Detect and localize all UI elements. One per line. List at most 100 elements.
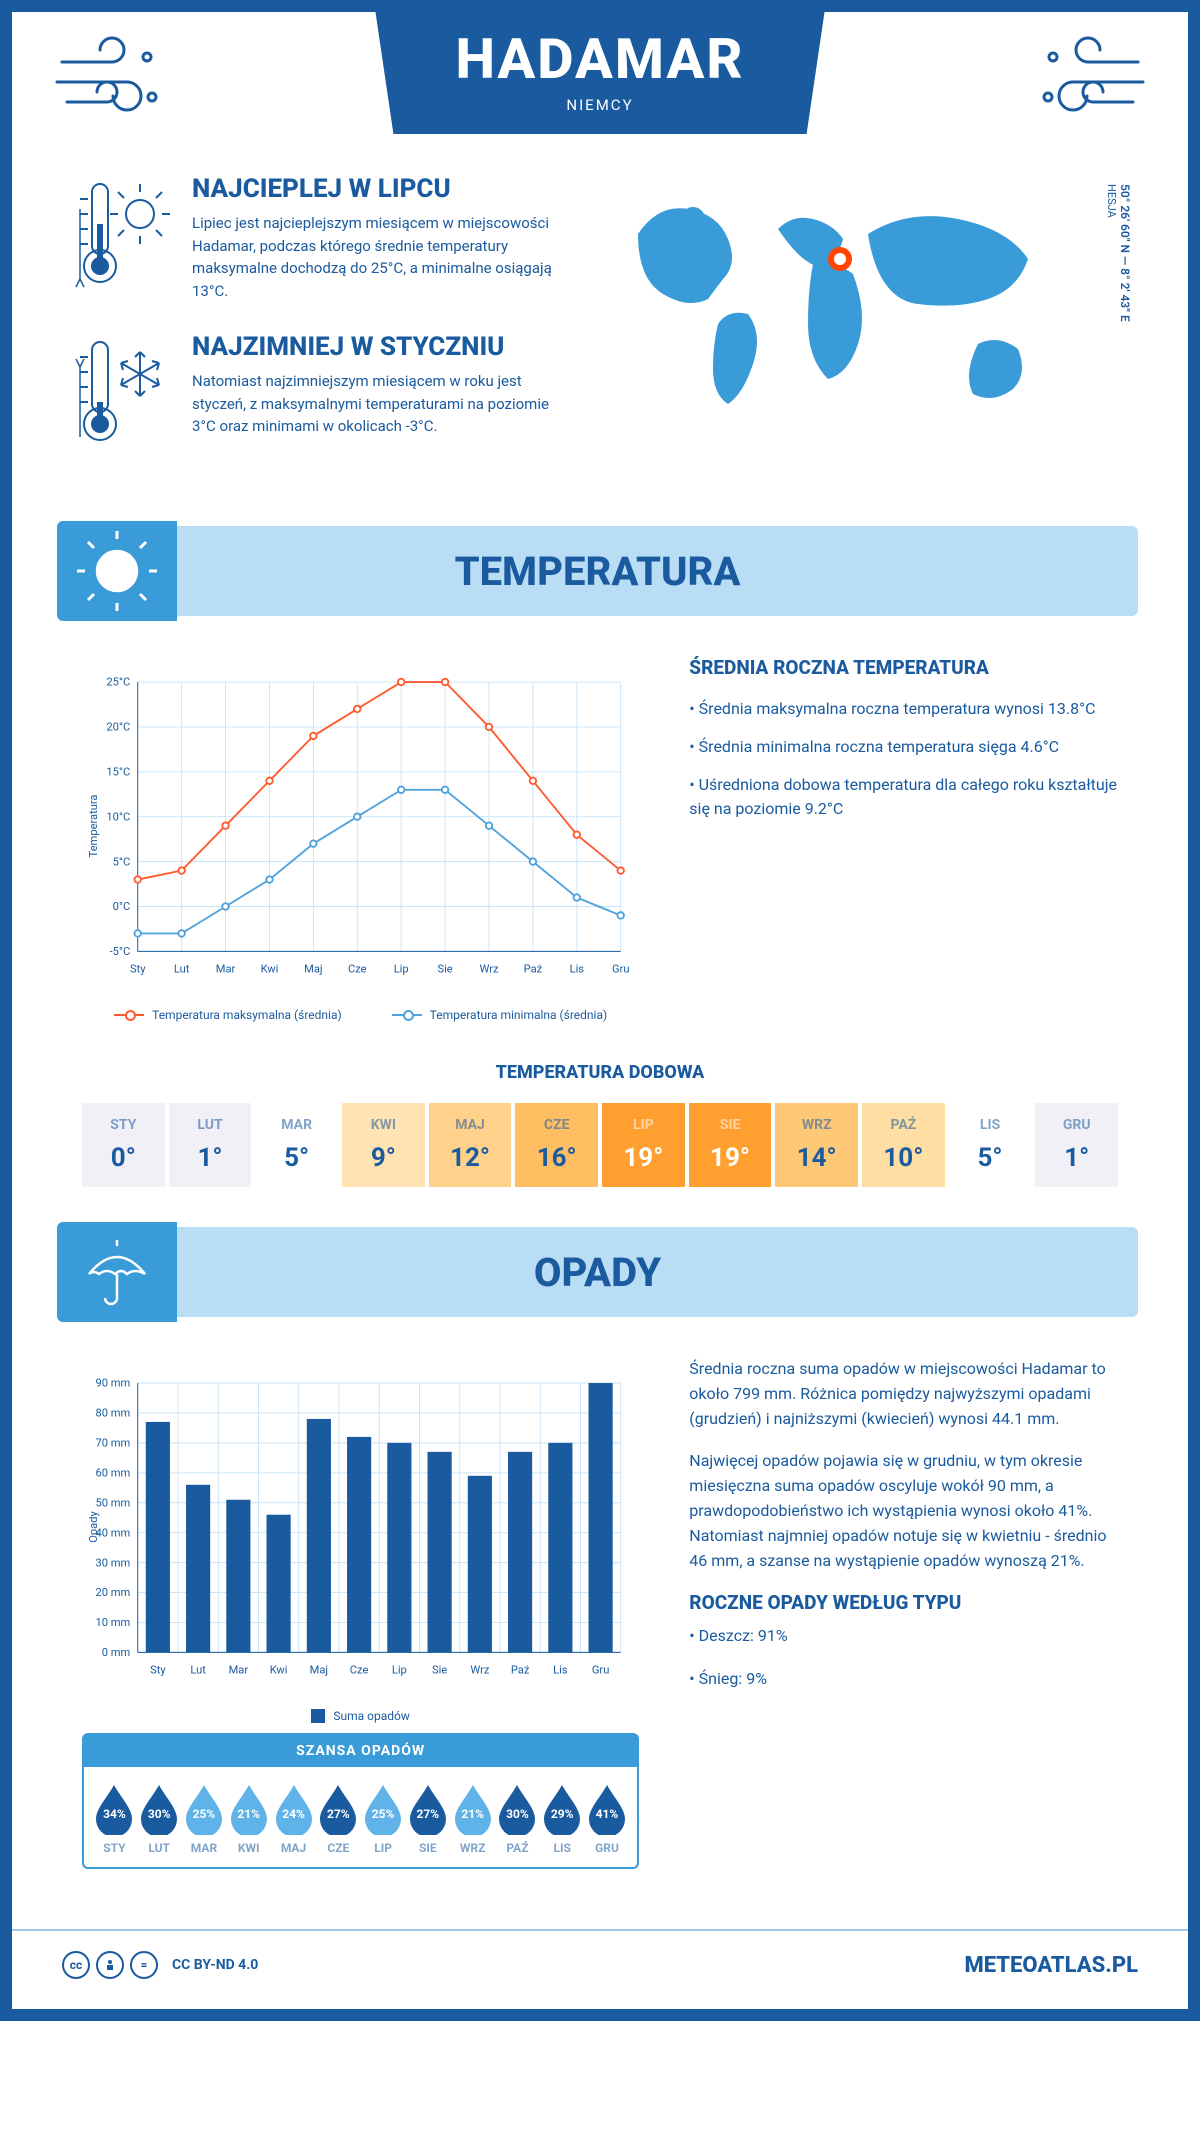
fact-warmest: NAJCIEPLEJ W LIPCU Lipiec jest najcieple… bbox=[72, 174, 568, 302]
svg-text:5°C: 5°C bbox=[113, 855, 131, 868]
infographic-page: HADAMAR NIEMCY bbox=[0, 0, 1200, 2021]
svg-text:10°C: 10°C bbox=[106, 810, 130, 823]
precip-bar-chart: 0 mm10 mm20 mm30 mm40 mm50 mm60 mm70 mm8… bbox=[82, 1357, 639, 1869]
svg-text:25°C: 25°C bbox=[106, 676, 130, 689]
thermometer-hot-icon bbox=[72, 174, 172, 302]
chance-drop: 30% LUT bbox=[137, 1781, 182, 1855]
umbrella-icon bbox=[57, 1222, 177, 1322]
daily-cell: MAJ12° bbox=[429, 1103, 512, 1187]
chance-drop: 25% LIP bbox=[361, 1781, 406, 1855]
fact-cold-title: NAJZIMNIEJ W STYCZNIU bbox=[192, 332, 568, 362]
svg-text:Mar: Mar bbox=[229, 1664, 249, 1677]
fact-coldest: NAJZIMNIEJ W STYCZNIU Natomiast najzimni… bbox=[72, 332, 568, 456]
license-icons: cc = CC BY-ND 4.0 bbox=[62, 1951, 258, 1979]
daily-cell: WRZ14° bbox=[775, 1103, 858, 1187]
precip-legend: Suma opadów bbox=[82, 1709, 639, 1723]
daily-cell: PAŹ10° bbox=[862, 1103, 945, 1187]
daily-cell: LIP19° bbox=[602, 1103, 685, 1187]
svg-text:20°C: 20°C bbox=[106, 721, 130, 734]
chance-drop: 27% SIE bbox=[405, 1781, 450, 1855]
svg-text:10 mm: 10 mm bbox=[96, 1616, 131, 1629]
svg-text:Gru: Gru bbox=[612, 963, 629, 976]
chance-drop: 25% MAR bbox=[182, 1781, 227, 1855]
svg-text:Sty: Sty bbox=[150, 1664, 166, 1677]
svg-text:Wrz: Wrz bbox=[479, 963, 499, 976]
wind-icon-left bbox=[52, 32, 172, 122]
daily-cell: LUT1° bbox=[169, 1103, 252, 1187]
temperature-title: TEMPERATURA bbox=[177, 548, 1138, 595]
svg-text:Lut: Lut bbox=[174, 963, 190, 976]
sun-icon bbox=[57, 521, 177, 621]
svg-text:30 mm: 30 mm bbox=[96, 1556, 131, 1569]
svg-text:Maj: Maj bbox=[310, 1664, 328, 1677]
temperature-banner: TEMPERATURA bbox=[62, 526, 1138, 616]
daily-temp-table: STY0°LUT1°MAR5°KWI9°MAJ12°CZE16°LIP19°SI… bbox=[82, 1103, 1118, 1187]
svg-text:20 mm: 20 mm bbox=[96, 1586, 131, 1599]
header: HADAMAR NIEMCY bbox=[12, 12, 1188, 164]
svg-text:0°C: 0°C bbox=[113, 900, 131, 913]
wind-icon-right bbox=[1028, 32, 1148, 122]
nd-icon: = bbox=[130, 1951, 158, 1979]
precip-banner: OPADY bbox=[62, 1227, 1138, 1317]
svg-text:Kwi: Kwi bbox=[261, 963, 279, 976]
precip-body: 0 mm10 mm20 mm30 mm40 mm50 mm60 mm70 mm8… bbox=[12, 1317, 1188, 1889]
chance-drop: 41% GRU bbox=[585, 1781, 630, 1855]
intro-section: NAJCIEPLEJ W LIPCU Lipiec jest najcieple… bbox=[12, 164, 1188, 526]
page-subtitle: NIEMCY bbox=[455, 96, 744, 114]
svg-text:Maj: Maj bbox=[304, 963, 322, 976]
svg-text:Mar: Mar bbox=[216, 963, 236, 976]
precip-title: OPADY bbox=[177, 1249, 1138, 1296]
fact-warm-title: NAJCIEPLEJ W LIPCU bbox=[192, 174, 568, 204]
precip-chance-panel: SZANSA OPADÓW 34% STY 30% LUT 25% MAR 21… bbox=[82, 1733, 639, 1869]
daily-cell: GRU1° bbox=[1035, 1103, 1118, 1187]
chance-drop: 34% STY bbox=[92, 1781, 137, 1855]
svg-text:Paź: Paź bbox=[524, 963, 543, 976]
svg-text:Sie: Sie bbox=[437, 963, 452, 976]
title-banner: HADAMAR NIEMCY bbox=[375, 12, 824, 134]
svg-text:60 mm: 60 mm bbox=[96, 1467, 131, 1480]
precip-summary: Średnia roczna suma opadów w miejscowośc… bbox=[689, 1357, 1118, 1869]
site-name: METEOATLAS.PL bbox=[964, 1953, 1138, 1978]
daily-temp-title: TEMPERATURA DOBOWA bbox=[12, 1062, 1188, 1083]
svg-text:Kwi: Kwi bbox=[270, 1664, 288, 1677]
page-title: HADAMAR bbox=[455, 26, 744, 92]
svg-text:Lis: Lis bbox=[570, 963, 585, 976]
daily-cell: CZE16° bbox=[515, 1103, 598, 1187]
svg-text:Cze: Cze bbox=[348, 963, 367, 976]
svg-text:Temperatura: Temperatura bbox=[87, 795, 100, 858]
world-map: 50° 26' 60" N — 8° 2' 43" E HESJA bbox=[608, 174, 1128, 486]
svg-text:0 mm: 0 mm bbox=[102, 1646, 131, 1659]
svg-text:Lut: Lut bbox=[190, 1664, 206, 1677]
svg-text:-5°C: -5°C bbox=[110, 945, 131, 958]
chance-drop: 27% CZE bbox=[316, 1781, 361, 1855]
cc-icon: cc bbox=[62, 1951, 90, 1979]
daily-cell: KWI9° bbox=[342, 1103, 425, 1187]
svg-text:70 mm: 70 mm bbox=[96, 1437, 131, 1450]
thermometer-cold-icon bbox=[72, 332, 172, 456]
temperature-body: -5°C0°C5°C10°C15°C20°C25°CStyLutMarKwiMa… bbox=[12, 616, 1188, 1052]
svg-text:Sty: Sty bbox=[130, 963, 146, 976]
chance-drop: 29% LIS bbox=[540, 1781, 585, 1855]
svg-text:Lis: Lis bbox=[553, 1664, 568, 1677]
daily-cell: LIS5° bbox=[949, 1103, 1032, 1187]
svg-text:Opady: Opady bbox=[87, 1511, 100, 1543]
coordinates: 50° 26' 60" N — 8° 2' 43" E HESJA bbox=[1104, 184, 1132, 322]
svg-text:Cze: Cze bbox=[350, 1664, 369, 1677]
chance-drop: 30% PAŹ bbox=[495, 1781, 540, 1855]
svg-text:Gru: Gru bbox=[592, 1664, 609, 1677]
chart-legend: Temperatura maksymalna (średnia) Tempera… bbox=[82, 1008, 639, 1022]
footer: cc = CC BY-ND 4.0 METEOATLAS.PL bbox=[12, 1929, 1188, 1979]
svg-text:80 mm: 80 mm bbox=[96, 1407, 131, 1420]
svg-text:Wrz: Wrz bbox=[470, 1664, 490, 1677]
svg-text:Paź: Paź bbox=[511, 1664, 530, 1677]
chance-drop: 21% KWI bbox=[226, 1781, 271, 1855]
svg-text:Sie: Sie bbox=[432, 1664, 447, 1677]
by-icon bbox=[96, 1951, 124, 1979]
svg-text:Lip: Lip bbox=[392, 1664, 407, 1677]
svg-text:Lip: Lip bbox=[394, 963, 409, 976]
fact-cold-body: Natomiast najzimniejszym miesiącem w rok… bbox=[192, 370, 568, 438]
svg-text:90 mm: 90 mm bbox=[96, 1377, 131, 1390]
daily-cell: MAR5° bbox=[255, 1103, 338, 1187]
daily-cell: STY0° bbox=[82, 1103, 165, 1187]
chance-drop: 21% WRZ bbox=[450, 1781, 495, 1855]
